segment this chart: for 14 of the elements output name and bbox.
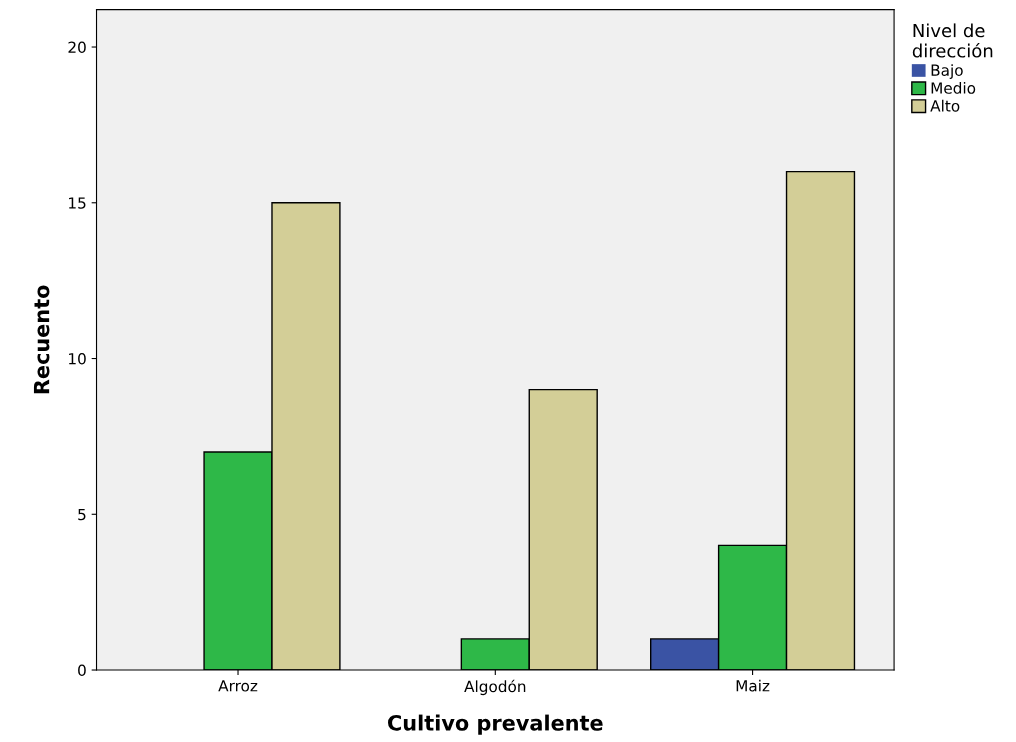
x-tick-label: Algodón — [464, 679, 526, 696]
y-tick-label: 0 — [78, 664, 86, 677]
legend-title: Nivel de dirección — [912, 23, 993, 58]
y-tick-label: 5 — [78, 508, 86, 521]
y-tick-label: 15 — [69, 197, 86, 209]
y-axis-title: Recuento — [33, 285, 50, 394]
legend-label: Medio — [931, 81, 976, 94]
legend-label: Alto — [930, 99, 960, 112]
y-tick-label: 20 — [68, 41, 86, 54]
legend-label: Bajo — [931, 64, 963, 79]
x-axis-title: Cultivo prevalente — [388, 714, 603, 735]
y-tick-label: 10 — [69, 352, 86, 365]
x-tick-label: Arroz — [218, 680, 258, 692]
x-tick-label: Maiz — [736, 679, 770, 692]
